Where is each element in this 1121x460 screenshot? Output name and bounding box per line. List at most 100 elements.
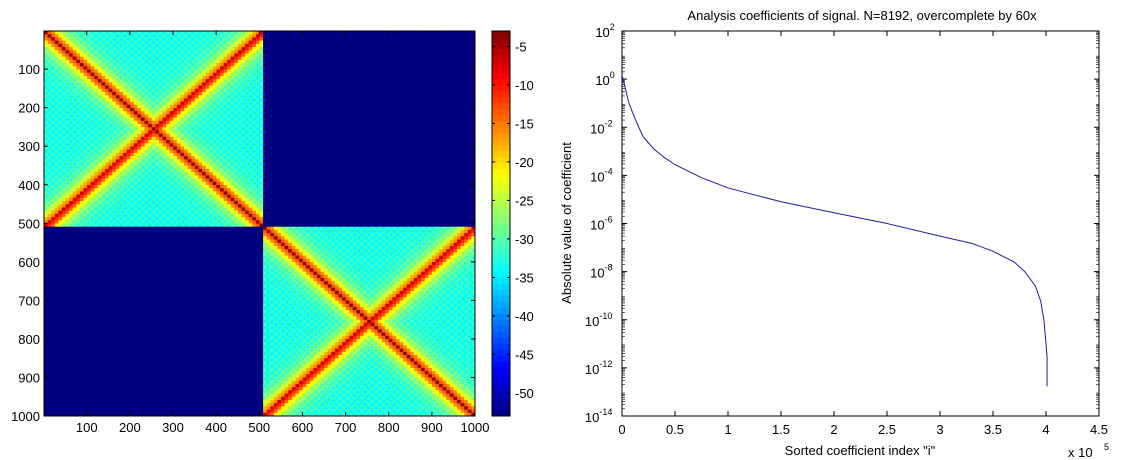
heatmap-cell bbox=[291, 136, 296, 141]
heatmap-cell bbox=[205, 111, 210, 115]
heatmap-cell bbox=[97, 40, 102, 45]
heatmap-cell bbox=[148, 56, 153, 61]
heatmap-cell bbox=[266, 98, 271, 102]
heatmap-cell bbox=[399, 82, 404, 86]
heatmap-cell bbox=[259, 162, 264, 167]
heatmap-cell bbox=[223, 66, 228, 70]
heatmap-cell bbox=[263, 91, 268, 96]
heatmap-cell bbox=[428, 91, 433, 96]
heatmap-cell bbox=[72, 108, 77, 112]
heatmap-cell bbox=[119, 79, 124, 83]
heatmap-cell bbox=[209, 162, 214, 167]
heatmap-cell bbox=[187, 120, 192, 125]
heatmap-cell bbox=[345, 31, 350, 35]
heatmap-cell bbox=[69, 91, 74, 96]
heatmap-cell bbox=[281, 117, 285, 122]
heatmap-cell bbox=[51, 50, 56, 54]
heatmap-cell bbox=[424, 136, 429, 141]
heatmap-cell bbox=[205, 82, 210, 86]
heatmap-cell bbox=[395, 53, 400, 58]
heatmap-cell bbox=[119, 162, 124, 167]
heatmap-cell bbox=[349, 130, 354, 135]
heatmap-cell bbox=[309, 159, 314, 163]
heatmap-cell bbox=[219, 95, 224, 99]
heatmap-cell bbox=[65, 130, 70, 135]
heatmap-cell bbox=[266, 152, 271, 157]
heatmap-cell bbox=[320, 79, 325, 83]
heatmap-cell bbox=[410, 31, 415, 35]
heatmap-cell bbox=[378, 31, 382, 35]
heatmap-cell bbox=[126, 114, 131, 118]
heatmap-cell bbox=[219, 111, 224, 115]
heatmap-cell bbox=[309, 59, 314, 64]
heatmap-cell bbox=[342, 95, 347, 99]
heatmap-cell bbox=[245, 101, 250, 106]
heatmap-cell bbox=[352, 101, 357, 106]
heatmap-cell bbox=[331, 69, 336, 74]
heatmap-cell bbox=[273, 104, 278, 109]
heatmap-cell bbox=[356, 136, 361, 141]
heatmap-cell bbox=[137, 133, 142, 138]
heatmap-cell bbox=[331, 114, 336, 118]
heatmap-cell bbox=[87, 69, 92, 74]
heatmap-cell bbox=[234, 53, 239, 58]
heatmap-cell bbox=[83, 56, 88, 61]
heatmap-cell bbox=[155, 162, 160, 167]
heatmap-cell bbox=[101, 37, 106, 41]
heatmap-cell bbox=[151, 152, 156, 157]
heatmap-cell bbox=[263, 59, 268, 64]
heatmap-cell bbox=[198, 143, 203, 147]
heatmap-cell bbox=[457, 140, 461, 144]
heatmap-cell bbox=[198, 40, 203, 45]
heatmap-cell bbox=[403, 127, 408, 131]
heatmap-cell bbox=[331, 117, 336, 122]
heatmap-cell bbox=[442, 159, 447, 163]
heatmap-cell bbox=[345, 72, 350, 77]
heatmap-cell bbox=[223, 43, 228, 48]
heatmap-cell bbox=[428, 69, 433, 74]
heatmap-cell bbox=[378, 133, 382, 138]
heatmap-cell bbox=[252, 56, 257, 61]
heatmap-cell bbox=[417, 111, 422, 115]
heatmap-cell bbox=[266, 156, 271, 160]
heatmap-cell bbox=[471, 98, 476, 102]
heatmap-cell bbox=[194, 69, 199, 74]
heatmap-cell bbox=[316, 104, 321, 109]
heatmap-cell bbox=[76, 130, 81, 135]
heatmap-cell bbox=[363, 95, 368, 99]
heatmap-cell bbox=[191, 136, 196, 141]
heatmap-cell bbox=[234, 63, 239, 67]
heatmap-cell bbox=[306, 104, 311, 109]
heatmap-cell bbox=[316, 56, 321, 61]
heatmap-cell bbox=[44, 146, 48, 151]
heatmap-cell bbox=[241, 72, 246, 77]
heatmap-cell bbox=[363, 50, 368, 54]
heatmap-cell bbox=[352, 31, 357, 35]
heatmap-cell bbox=[54, 50, 59, 54]
heatmap-cell bbox=[378, 124, 382, 128]
heatmap-cell bbox=[212, 104, 217, 109]
heatmap-cell bbox=[295, 114, 300, 118]
heatmap-cell bbox=[446, 114, 451, 118]
heatmap-cell bbox=[449, 101, 454, 106]
heatmap-cell bbox=[388, 130, 393, 135]
heatmap-cell bbox=[370, 85, 375, 90]
heatmap-cell bbox=[133, 162, 138, 167]
heatmap-cell bbox=[126, 79, 131, 83]
heatmap-cell bbox=[453, 43, 458, 48]
heatmap-cell bbox=[316, 149, 321, 154]
heatmap-cell bbox=[428, 156, 433, 160]
heatmap-cell bbox=[259, 98, 264, 102]
heatmap-cell bbox=[291, 53, 296, 58]
heatmap-cell bbox=[270, 69, 275, 74]
heatmap-cell bbox=[187, 98, 192, 102]
heatmap-cell bbox=[101, 75, 106, 80]
heatmap-cell bbox=[216, 159, 221, 163]
heatmap-cell bbox=[360, 50, 365, 54]
heatmap-cell bbox=[363, 143, 368, 147]
heatmap-cell bbox=[316, 34, 321, 38]
heatmap-cell bbox=[245, 75, 250, 80]
heatmap-cell bbox=[248, 120, 253, 125]
heatmap-cell bbox=[58, 63, 63, 67]
heatmap-cell bbox=[345, 136, 350, 141]
